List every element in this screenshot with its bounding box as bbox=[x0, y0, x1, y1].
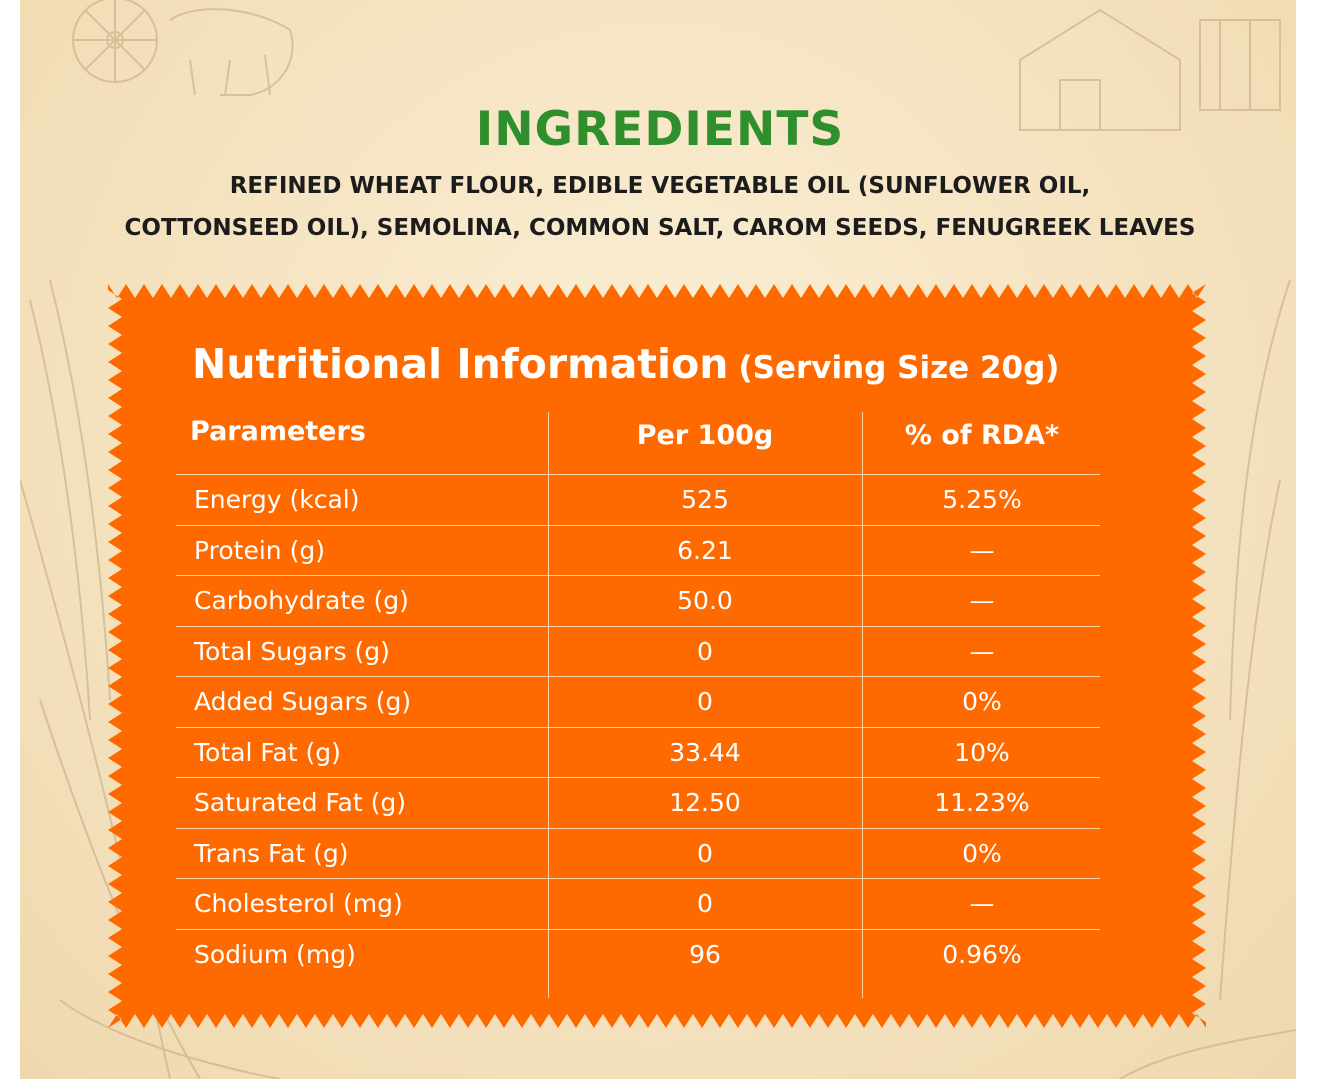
row-per-100g: 50.0 bbox=[677, 586, 733, 615]
nutrition-panel: Nutritional Information (Serving Size 20g… bbox=[108, 284, 1206, 1028]
row-per-100g: 6.21 bbox=[677, 535, 733, 565]
row-per-100g: 0 bbox=[697, 838, 713, 868]
row-parameter: Total Fat (g) bbox=[194, 737, 341, 767]
row-per-100g: 96 bbox=[689, 939, 721, 969]
row-divider bbox=[176, 625, 1100, 627]
row-rda: 0.96% bbox=[942, 939, 1022, 969]
ingredients-line-1: REFINED WHEAT FLOUR, EDIBLE VEGETABLE OI… bbox=[229, 173, 1091, 199]
row-divider bbox=[176, 575, 1100, 576]
row-rda: 10% bbox=[954, 737, 1010, 767]
row-parameter: Energy (kcal) bbox=[194, 485, 360, 514]
row-rda: — bbox=[969, 535, 995, 565]
row-rda: 11.23% bbox=[934, 788, 1030, 817]
column-divider bbox=[862, 412, 863, 998]
sketch-illustration bbox=[20, 0, 1296, 1079]
row-rda: — bbox=[969, 636, 995, 666]
nutrition-table: Parameters Per 100g % of RDA* Energy (kc… bbox=[176, 412, 1102, 998]
header-rda: % of RDA* bbox=[904, 420, 1060, 451]
row-rda: 0% bbox=[962, 687, 1002, 716]
row-divider bbox=[176, 777, 1100, 778]
row-divider bbox=[176, 524, 1100, 526]
row-rda: 0% bbox=[962, 838, 1002, 868]
ingredients-list: REFINED WHEAT FLOUR, EDIBLE VEGETABLE OI… bbox=[60, 165, 1260, 249]
row-divider bbox=[176, 474, 1100, 475]
row-divider bbox=[176, 878, 1100, 879]
ingredients-title: INGREDIENTS bbox=[475, 102, 845, 157]
row-divider bbox=[176, 726, 1100, 728]
row-parameter: Protein (g) bbox=[194, 535, 325, 565]
serving-size: (Serving Size 20g) bbox=[738, 350, 1060, 386]
row-per-100g: 0 bbox=[697, 889, 713, 918]
row-parameter: Cholesterol (mg) bbox=[194, 889, 403, 918]
row-per-100g: 0 bbox=[697, 636, 713, 666]
zigzag-border bbox=[108, 284, 1206, 1028]
row-per-100g: 0 bbox=[697, 687, 713, 716]
row-rda: — bbox=[969, 586, 995, 615]
row-per-100g: 525 bbox=[681, 485, 729, 514]
row-parameter: Total Sugars (g) bbox=[194, 636, 390, 666]
nutrition-title-text: Nutritional Information bbox=[192, 340, 729, 388]
row-divider bbox=[176, 928, 1100, 930]
row-divider bbox=[176, 676, 1100, 677]
nutrition-title: Nutritional Information (Serving Size 20g… bbox=[192, 336, 1059, 396]
row-divider bbox=[176, 827, 1100, 829]
row-parameter: Carbohydrate (g) bbox=[194, 586, 409, 615]
header-parameters: Parameters bbox=[190, 416, 366, 447]
panel-fill bbox=[108, 284, 1206, 1028]
row-per-100g: 12.50 bbox=[669, 788, 741, 817]
row-per-100g: 33.44 bbox=[669, 737, 741, 767]
row-rda: 5.25% bbox=[942, 485, 1022, 514]
header-per-100g: Per 100g bbox=[636, 420, 774, 451]
row-parameter: Trans Fat (g) bbox=[194, 838, 349, 868]
column-divider bbox=[548, 412, 549, 998]
row-parameter: Added Sugars (g) bbox=[194, 687, 412, 716]
ingredients-line-2: COTTONSEED OIL), SEMOLINA, COMMON SALT, … bbox=[124, 215, 1196, 241]
row-parameter: Saturated Fat (g) bbox=[194, 788, 406, 817]
row-parameter: Sodium (mg) bbox=[194, 939, 356, 969]
row-rda: — bbox=[969, 889, 995, 918]
